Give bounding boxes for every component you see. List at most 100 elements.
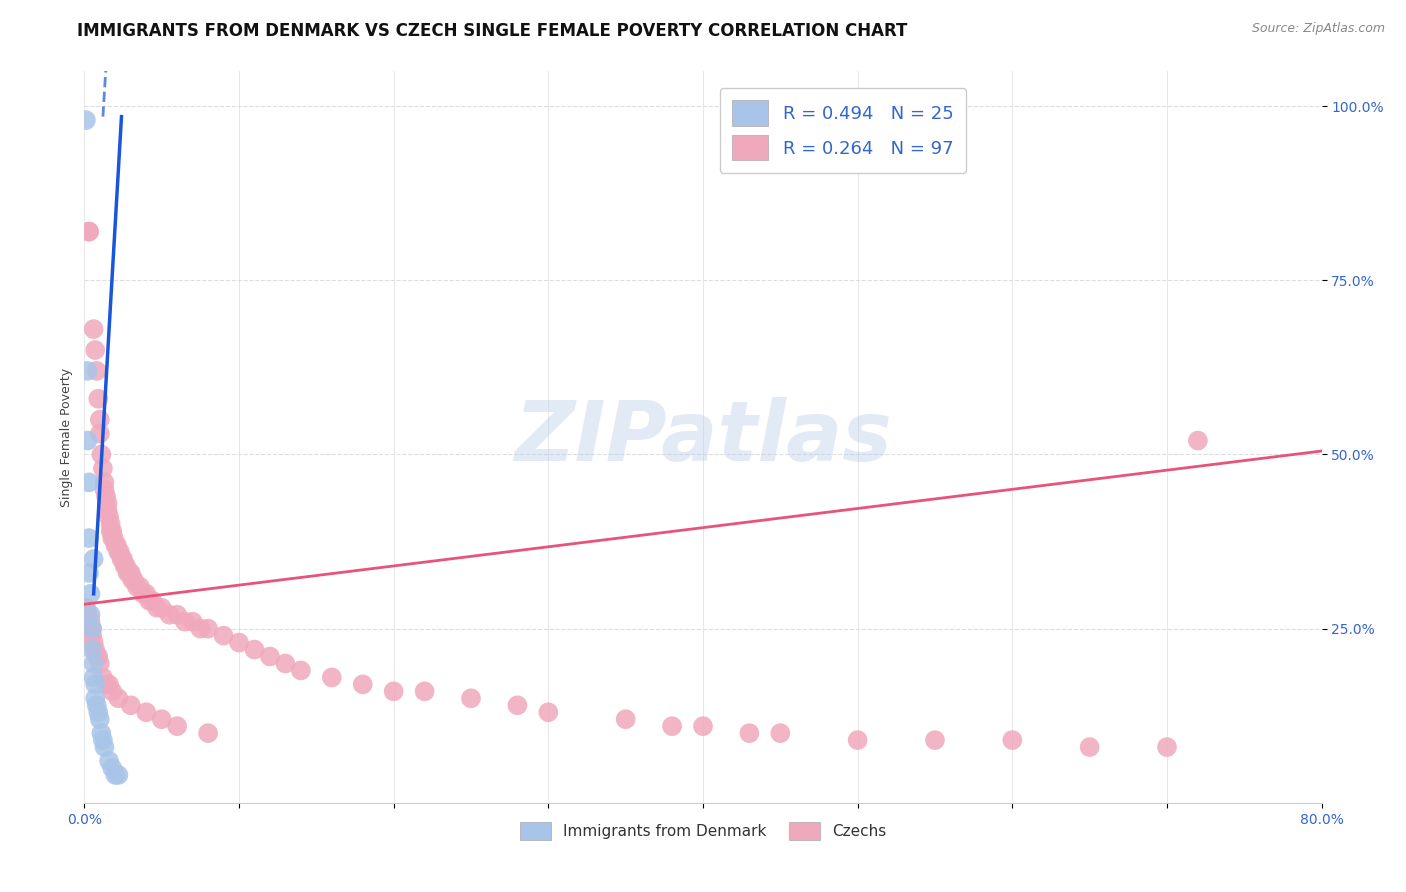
Point: [197, 622, 219, 636]
Point: [73, 600, 96, 615]
Point: [846, 733, 869, 747]
Point: [77, 225, 100, 239]
Point: [738, 726, 761, 740]
Point: [89, 657, 111, 671]
Point: [274, 657, 297, 671]
Point: [290, 664, 312, 678]
Point: [77, 531, 100, 545]
Point: [1156, 740, 1178, 755]
Point: [460, 691, 482, 706]
Point: [82, 622, 104, 636]
Point: [96, 496, 118, 510]
Point: [150, 600, 173, 615]
Point: [135, 705, 157, 719]
Point: [77, 615, 100, 629]
Point: [91, 733, 114, 747]
Point: [138, 594, 160, 608]
Point: [83, 322, 105, 336]
Point: [90, 448, 112, 462]
Point: [76, 607, 98, 622]
Point: [150, 712, 173, 726]
Point: [212, 629, 235, 643]
Point: [86, 698, 108, 713]
Point: [75, 600, 97, 615]
Point: [107, 545, 129, 559]
Point: [84, 677, 107, 691]
Point: [924, 733, 946, 747]
Point: [96, 503, 118, 517]
Point: [122, 573, 145, 587]
Point: [79, 607, 101, 622]
Point: [90, 726, 112, 740]
Point: [118, 566, 141, 580]
Point: [506, 698, 529, 713]
Point: [103, 531, 125, 545]
Point: [166, 719, 188, 733]
Point: [1078, 740, 1101, 755]
Point: [87, 649, 110, 664]
Point: [132, 587, 155, 601]
Point: [107, 691, 129, 706]
Point: [101, 531, 124, 545]
Point: [537, 705, 560, 719]
Point: [98, 677, 121, 691]
Point: [661, 719, 683, 733]
Point: [93, 740, 115, 755]
Point: [76, 434, 98, 448]
Point: [75, 600, 97, 615]
Point: [86, 649, 108, 664]
Point: [174, 615, 197, 629]
Point: [105, 538, 128, 552]
Point: [93, 483, 115, 497]
Point: [94, 489, 117, 503]
Point: [135, 587, 157, 601]
Point: [413, 684, 436, 698]
Point: [243, 642, 266, 657]
Point: [159, 607, 180, 622]
Point: [82, 642, 104, 657]
Point: [101, 761, 124, 775]
Point: [83, 657, 105, 671]
Point: [114, 558, 136, 573]
Point: [146, 600, 169, 615]
Text: ZIPatlas: ZIPatlas: [515, 397, 891, 477]
Point: [769, 726, 792, 740]
Point: [228, 635, 250, 649]
Point: [75, 113, 97, 128]
Point: [125, 580, 148, 594]
Point: [91, 670, 114, 684]
Point: [84, 642, 107, 657]
Point: [77, 225, 100, 239]
Point: [1001, 733, 1024, 747]
Point: [120, 566, 142, 580]
Point: [76, 364, 98, 378]
Point: [79, 615, 101, 629]
Point: [83, 635, 105, 649]
Point: [89, 712, 111, 726]
Point: [84, 343, 107, 357]
Point: [104, 538, 127, 552]
Point: [76, 607, 98, 622]
Point: [87, 705, 110, 719]
Point: [83, 670, 105, 684]
Point: [77, 566, 100, 580]
Point: [83, 552, 105, 566]
Point: [108, 545, 131, 559]
Point: [79, 587, 101, 601]
Point: [121, 573, 143, 587]
Point: [112, 552, 135, 566]
Point: [101, 684, 124, 698]
Point: [84, 691, 107, 706]
Point: [188, 622, 211, 636]
Point: [98, 510, 121, 524]
Point: [93, 475, 115, 490]
Text: Source: ZipAtlas.com: Source: ZipAtlas.com: [1251, 22, 1385, 36]
Point: [115, 558, 138, 573]
Point: [100, 517, 122, 532]
Point: [107, 768, 129, 782]
Point: [110, 552, 132, 566]
Point: [352, 677, 374, 691]
Point: [89, 412, 111, 426]
Point: [98, 754, 121, 768]
Point: [166, 607, 188, 622]
